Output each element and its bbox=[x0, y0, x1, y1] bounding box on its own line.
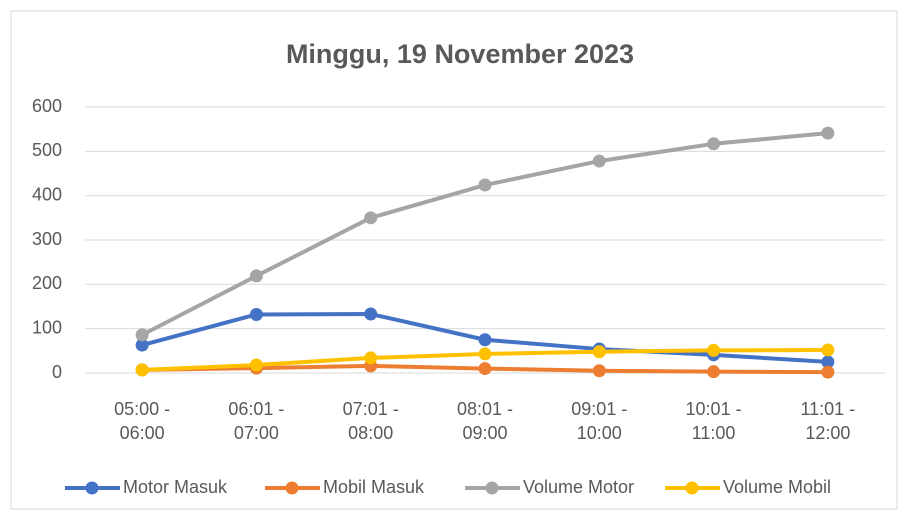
legend-marker bbox=[85, 481, 99, 495]
point bbox=[249, 307, 263, 321]
point bbox=[592, 345, 606, 359]
y-tick-label: 600 bbox=[32, 96, 62, 116]
y-tick-label: 300 bbox=[32, 229, 62, 249]
x-tick-label: 07:01 - 08:00 bbox=[342, 399, 399, 443]
legend-label: Volume Mobil bbox=[723, 477, 831, 497]
x-tick-label: 06:01 - 07:00 bbox=[228, 399, 285, 443]
legend-marker bbox=[285, 481, 299, 495]
point bbox=[707, 343, 721, 357]
legend-label: Motor Masuk bbox=[123, 477, 228, 497]
point bbox=[707, 365, 721, 379]
point bbox=[478, 362, 492, 376]
point bbox=[821, 126, 835, 140]
x-tick-label: 11:01 - 12:00 bbox=[800, 399, 856, 443]
point bbox=[478, 178, 492, 192]
chart-border bbox=[10, 10, 898, 510]
y-tick-label: 400 bbox=[32, 184, 62, 204]
y-tick-label: 200 bbox=[32, 273, 62, 293]
point bbox=[249, 269, 263, 283]
point bbox=[707, 137, 721, 151]
chart-title: Minggu, 19 November 2023 bbox=[286, 39, 634, 69]
point bbox=[821, 355, 835, 369]
point bbox=[249, 358, 263, 372]
point bbox=[592, 364, 606, 378]
point bbox=[364, 211, 378, 225]
y-tick-label: 0 bbox=[52, 362, 62, 382]
legend-marker bbox=[685, 481, 699, 495]
x-tick-label: 09:01 - 10:00 bbox=[571, 399, 628, 443]
x-tick-label: 10:01 - 11:00 bbox=[685, 399, 742, 443]
point bbox=[592, 154, 606, 168]
point bbox=[135, 363, 149, 377]
point bbox=[821, 365, 835, 379]
x-tick-label: 08:01 - 09:00 bbox=[456, 399, 514, 443]
point bbox=[135, 338, 149, 352]
x-tick-label: 05:00 - 06:00 bbox=[114, 399, 171, 443]
point bbox=[364, 351, 378, 365]
point bbox=[821, 343, 835, 357]
point bbox=[364, 307, 378, 321]
y-tick-label: 100 bbox=[32, 317, 62, 337]
point bbox=[135, 328, 149, 342]
legend-marker bbox=[485, 481, 499, 495]
legend-label: Volume Motor bbox=[523, 477, 634, 497]
point bbox=[478, 333, 492, 347]
y-tick-label: 500 bbox=[32, 140, 62, 160]
point bbox=[478, 347, 492, 361]
legend-label: Mobil Masuk bbox=[323, 477, 425, 497]
